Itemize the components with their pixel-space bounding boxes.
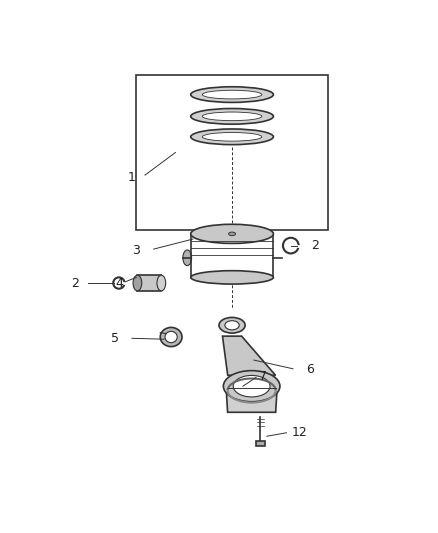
Polygon shape	[226, 389, 277, 413]
Text: 7: 7	[258, 370, 266, 383]
Text: 12: 12	[292, 426, 307, 439]
Text: 2: 2	[311, 239, 319, 252]
Ellipse shape	[191, 109, 273, 124]
Ellipse shape	[191, 224, 273, 244]
Ellipse shape	[160, 327, 182, 346]
Text: 6: 6	[307, 363, 314, 376]
Ellipse shape	[202, 112, 262, 120]
Bar	[136, 75, 328, 230]
Bar	[256, 441, 265, 446]
Text: 1: 1	[128, 171, 136, 184]
Ellipse shape	[133, 275, 142, 291]
Text: 5: 5	[110, 332, 119, 345]
Ellipse shape	[191, 87, 273, 102]
Ellipse shape	[191, 129, 273, 144]
Ellipse shape	[233, 375, 270, 397]
Ellipse shape	[157, 275, 166, 291]
Ellipse shape	[229, 232, 236, 236]
Ellipse shape	[183, 250, 191, 265]
Text: 2: 2	[71, 277, 79, 289]
Ellipse shape	[225, 321, 239, 330]
Polygon shape	[223, 336, 276, 375]
Bar	[138, 275, 161, 291]
Text: 3: 3	[132, 244, 140, 257]
Ellipse shape	[219, 318, 245, 333]
Ellipse shape	[202, 133, 262, 141]
Ellipse shape	[165, 332, 177, 343]
Ellipse shape	[202, 90, 262, 99]
Ellipse shape	[223, 370, 280, 402]
Ellipse shape	[191, 271, 273, 284]
Text: 4: 4	[115, 277, 123, 289]
